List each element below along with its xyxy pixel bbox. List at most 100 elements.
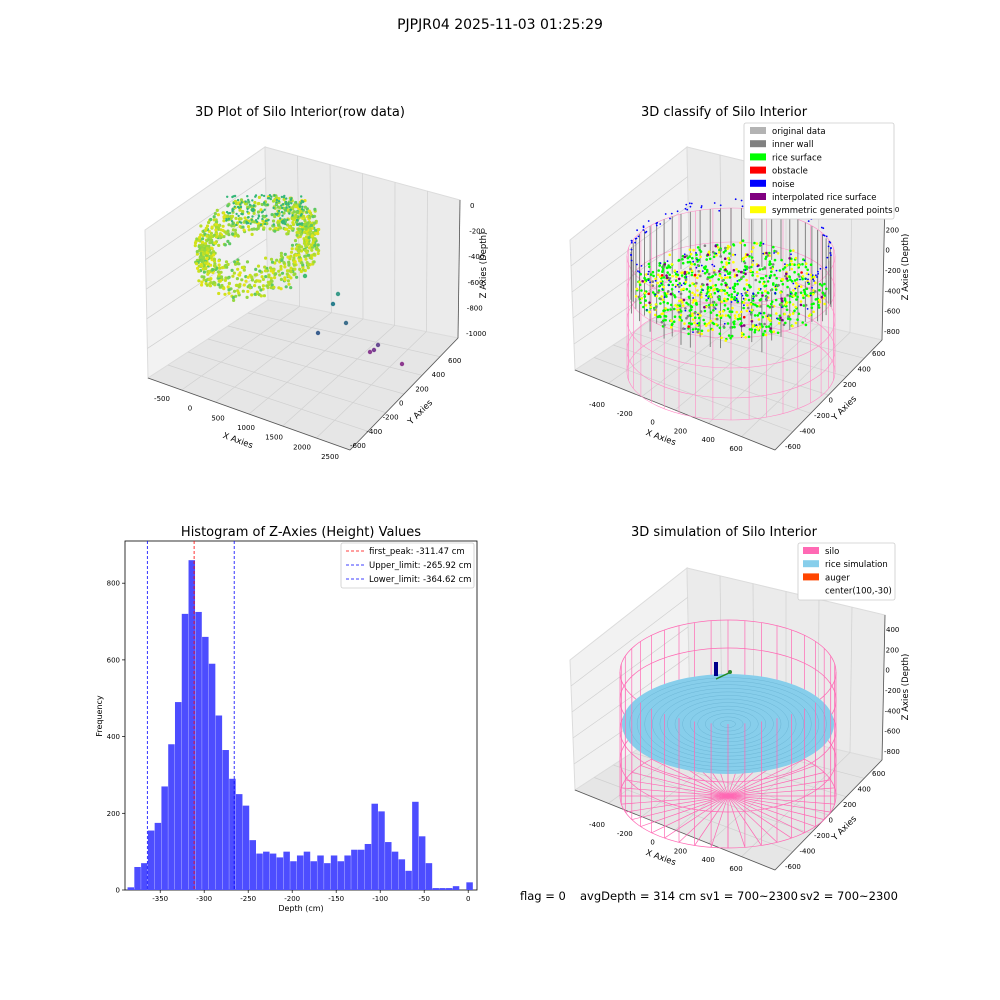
classified-point (696, 246, 700, 249)
classified-point (763, 267, 767, 270)
raw-point (212, 257, 217, 261)
classified-point (728, 310, 732, 313)
raw-point (272, 206, 275, 210)
classified-point (740, 293, 743, 295)
raw-outlier-point (399, 361, 405, 367)
raw-point (279, 264, 283, 269)
classified-point (688, 309, 692, 312)
raw-point (201, 267, 205, 271)
classified-point (806, 308, 809, 310)
raw-point (304, 257, 308, 261)
classified-point (769, 289, 773, 292)
raw-point (299, 245, 304, 249)
raw-point (224, 260, 229, 264)
silo-floor-spoke (678, 795, 729, 843)
raw-point (200, 240, 205, 244)
raw-point (238, 217, 242, 221)
raw-point (241, 289, 245, 293)
raw-point (260, 194, 263, 197)
histogram-bar (344, 855, 351, 890)
raw-point (295, 231, 299, 235)
classified-point (764, 284, 768, 288)
raw-point (253, 273, 257, 277)
classified-point (749, 269, 752, 273)
raw-point (209, 281, 213, 285)
classified-point (819, 267, 822, 270)
y-tick-label: 600 (107, 656, 120, 664)
classified-point (690, 263, 694, 266)
classified-point (796, 318, 799, 321)
histogram-bar (303, 851, 311, 890)
classified-point (692, 297, 694, 299)
classified-point (759, 241, 763, 245)
panel4-x-tick: 200 (674, 847, 687, 855)
classified-point (787, 315, 790, 318)
raw-point (240, 278, 244, 282)
classified-point (689, 252, 693, 256)
classified-point (746, 289, 749, 292)
classified-point (691, 314, 694, 317)
classified-point (665, 274, 668, 277)
raw-point (262, 294, 266, 298)
classified-point (683, 270, 687, 274)
classified-point (751, 325, 755, 328)
legend-swatch (750, 193, 766, 200)
raw-point (200, 259, 204, 263)
classified-point (648, 301, 651, 305)
raw-point (195, 252, 199, 256)
classified-point (784, 321, 787, 325)
raw-point (287, 263, 291, 267)
classified-point (725, 286, 729, 289)
raw-point (289, 276, 293, 280)
panel1-zlabel: Z Axies (Depth) (479, 232, 489, 299)
raw-point (312, 252, 316, 256)
classified-point (674, 279, 678, 283)
classified-point (635, 237, 638, 240)
classified-point (798, 285, 800, 288)
classified-point (763, 329, 767, 333)
raw-point (298, 229, 302, 233)
raw-point (225, 219, 228, 222)
raw-point (295, 233, 299, 237)
classified-point (659, 302, 662, 305)
raw-outlier-point (343, 320, 349, 326)
raw-point (247, 198, 250, 202)
classified-point (678, 299, 681, 303)
classified-point (708, 279, 712, 283)
raw-point (208, 241, 212, 245)
classified-point (686, 260, 690, 264)
silo-floor-spoke (631, 772, 729, 797)
classified-point (709, 319, 713, 323)
panel4-x-tick: 600 (729, 865, 742, 873)
raw-point (279, 267, 283, 271)
raw-outlier-point (367, 349, 373, 355)
histogram-bar (215, 715, 223, 890)
panel1-x-tick: 1500 (265, 434, 283, 442)
raw-point (235, 277, 239, 281)
histogram-bar (412, 801, 419, 890)
classified-point (660, 295, 663, 298)
classified-point (661, 312, 665, 315)
classified-point (712, 309, 715, 312)
classified-point (655, 224, 658, 227)
raw-point (217, 272, 221, 277)
classified-point (719, 204, 722, 207)
classified-point (634, 241, 636, 244)
raw-point (253, 284, 257, 288)
classified-point (775, 269, 778, 272)
classified-point (750, 308, 754, 312)
raw-point (259, 223, 263, 226)
classified-point (691, 291, 694, 295)
classified-point (757, 287, 761, 291)
classified-point (631, 240, 633, 242)
classified-point (647, 262, 651, 266)
classified-point (681, 301, 684, 304)
raw-point (206, 272, 210, 276)
classified-point (693, 293, 696, 297)
classified-point (748, 285, 752, 289)
legend-swatch (750, 153, 766, 161)
raw-point (285, 232, 289, 236)
raw-point (289, 270, 293, 274)
classified-point (807, 281, 809, 284)
classified-point (696, 276, 699, 280)
